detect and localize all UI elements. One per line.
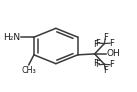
Text: F: F: [103, 66, 108, 75]
Text: CH₃: CH₃: [21, 66, 36, 75]
Text: F: F: [93, 40, 98, 49]
Text: F: F: [109, 60, 114, 69]
Text: H₂N: H₂N: [3, 33, 20, 42]
Text: F: F: [103, 33, 108, 42]
Text: F: F: [109, 39, 114, 48]
Text: OH: OH: [107, 49, 121, 58]
Text: F: F: [93, 59, 98, 68]
Text: F: F: [95, 39, 100, 48]
Text: F: F: [95, 60, 100, 69]
